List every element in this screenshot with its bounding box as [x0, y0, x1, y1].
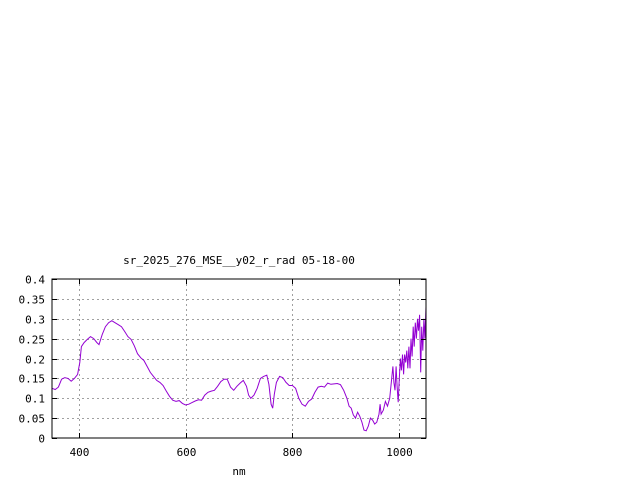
y-tick-label: 0.1 [25, 393, 45, 406]
x-axis: 400 600 800 1000 [70, 279, 413, 459]
y-tick-label: 0.15 [19, 373, 46, 386]
chart-title: sr_2025_276_MSE__y02_r_rad 05-18-00 [123, 254, 355, 267]
series-line [51, 306, 427, 432]
y-tick-label: 0.25 [19, 334, 46, 347]
series-group [51, 306, 427, 432]
plot-frame [51, 278, 427, 439]
y-axis: 0 0.05 0.1 0.15 0.2 0.25 0.3 0.35 0.4 [19, 274, 426, 446]
y-tick-label: 0.3 [25, 314, 45, 327]
x-axis-label: nm [232, 465, 246, 478]
y-tick-label: 0 [38, 433, 45, 446]
x-tick-label: 800 [283, 446, 303, 459]
x-tick-label: 600 [177, 446, 197, 459]
y-tick-label: 0.2 [25, 354, 45, 367]
y-tick-label: 0.4 [25, 274, 45, 287]
x-tick-label: 400 [70, 446, 90, 459]
x-tick-label: 1000 [386, 446, 413, 459]
y-tick-label: 0.35 [19, 294, 46, 307]
grid-lines [52, 279, 426, 438]
y-tick-label: 0.05 [19, 413, 46, 426]
